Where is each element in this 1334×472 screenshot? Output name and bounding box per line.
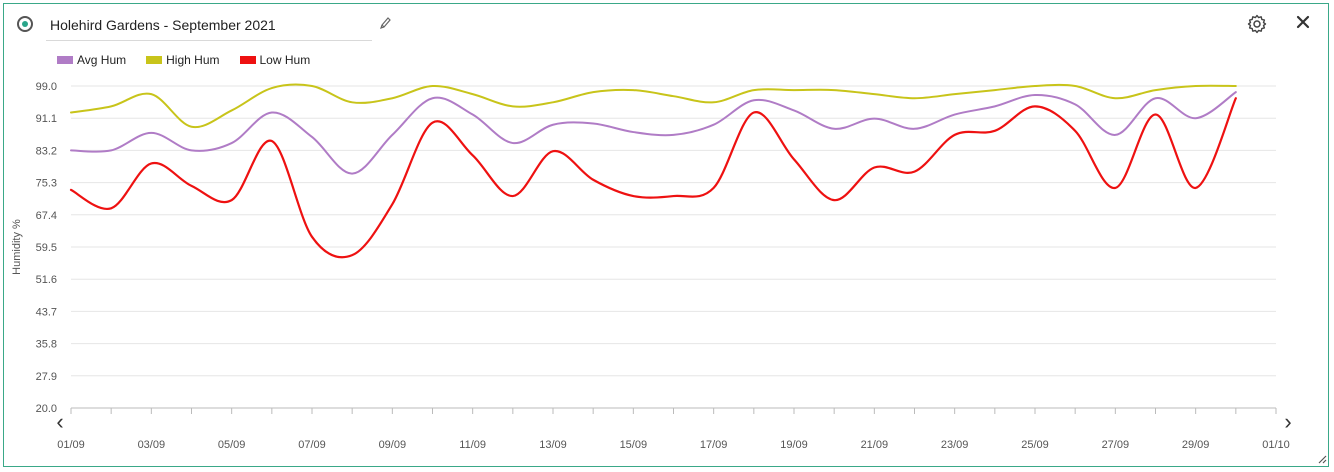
gear-icon[interactable] — [1247, 14, 1267, 34]
y-tick-label: 20.0 — [36, 403, 57, 415]
y-tick-label: 51.6 — [36, 274, 57, 286]
y-tick-label: 99.0 — [36, 81, 57, 93]
resize-handle-icon[interactable] — [1318, 455, 1327, 464]
series-line-high-hum — [70, 83, 1237, 129]
x-tick-label: 13/09 — [539, 439, 567, 451]
x-tick-label: 29/09 — [1182, 439, 1210, 451]
chart-legend: Avg Hum High Hum Low Hum — [57, 52, 330, 68]
x-tick-label: 25/09 — [1021, 439, 1049, 451]
prev-arrow-button[interactable]: ‹ — [56, 409, 63, 434]
y-tick-label: 75.3 — [36, 178, 57, 190]
legend-swatch — [146, 56, 163, 64]
y-tick-label: 35.8 — [36, 339, 57, 351]
close-icon[interactable] — [1295, 14, 1311, 30]
x-tick-label: 07/09 — [298, 439, 326, 451]
pencil-icon[interactable] — [378, 16, 392, 30]
x-tick-label: 01/09 — [57, 439, 85, 451]
x-tick-label: 23/09 — [941, 439, 969, 451]
legend-item[interactable]: Low Hum — [239, 53, 311, 67]
series-line-avg-hum — [70, 91, 1237, 175]
y-tick-label: 27.9 — [36, 371, 57, 383]
y-tick-label: 67.4 — [36, 210, 57, 222]
y-tick-label: 43.7 — [36, 306, 57, 318]
x-tick-label: 21/09 — [861, 439, 889, 451]
legend-label: High Hum — [166, 53, 220, 67]
series-line-low-hum — [69, 97, 1237, 259]
y-tick-label: 83.2 — [36, 145, 57, 157]
x-tick-label: 03/09 — [138, 439, 166, 451]
next-arrow-button[interactable]: › — [1284, 409, 1291, 434]
y-tick-label: 91.1 — [36, 113, 57, 125]
legend-swatch — [57, 56, 73, 64]
x-tick-label: 11/09 — [459, 439, 486, 451]
title-field[interactable]: Holehird Gardens - September 2021 — [46, 10, 372, 41]
x-tick-label: 27/09 — [1102, 439, 1130, 451]
y-tick-label: 59.5 — [36, 242, 57, 254]
radio-selected-icon[interactable] — [17, 16, 33, 32]
x-tick-label: 19/09 — [780, 439, 808, 451]
legend-swatch — [239, 56, 256, 64]
legend-item[interactable]: Avg Hum — [57, 53, 126, 67]
x-tick-label: 09/09 — [379, 439, 407, 451]
x-tick-label: 05/09 — [218, 439, 246, 451]
x-tick-label: 01/10 — [1262, 439, 1290, 451]
y-axis-label: Humidity % — [11, 219, 23, 275]
x-tick-label: 15/09 — [620, 439, 648, 451]
chart-card — [3, 3, 1329, 467]
chart-title: Holehird Gardens - September 2021 — [50, 17, 276, 33]
x-tick-label: 17/09 — [700, 439, 728, 451]
legend-label: Low Hum — [259, 53, 311, 67]
legend-item[interactable]: High Hum — [146, 53, 220, 67]
legend-label: Avg Hum — [77, 53, 127, 67]
